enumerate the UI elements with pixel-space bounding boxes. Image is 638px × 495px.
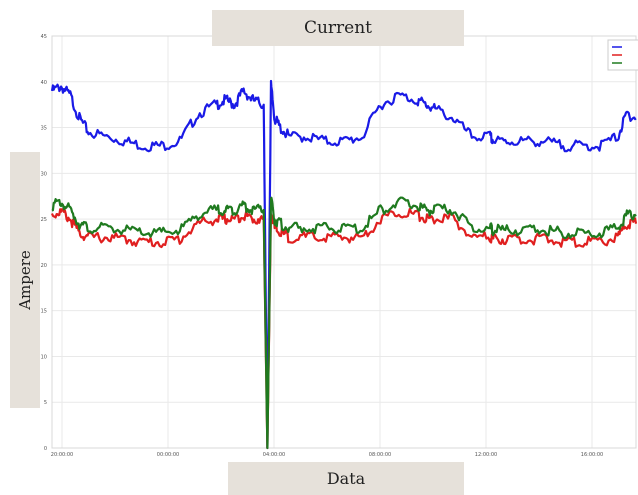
y-tick-label: 5: [44, 400, 47, 406]
series-line-3: [51, 196, 637, 450]
series-line-2: [50, 208, 638, 450]
y-tick-label: 25: [41, 217, 47, 223]
x-axis-label-box: Data: [228, 462, 464, 495]
x-tick-label: 08:00:00: [369, 452, 391, 458]
y-axis-label: Ampere: [16, 250, 34, 310]
series-lines: [50, 79, 638, 450]
x-tick-label: 00:00:00: [157, 452, 179, 458]
x-axis-label: Data: [326, 469, 366, 488]
y-tick-label: 0: [44, 446, 47, 452]
x-tick-label: 16:00:00: [581, 452, 603, 458]
y-tick-label: 20: [41, 263, 47, 269]
x-tick-label: 04:00:00: [263, 452, 285, 458]
series-line-1: [50, 79, 637, 450]
y-tick-label: 15: [41, 309, 47, 315]
chart-title: Current: [303, 18, 373, 38]
chart-title-box: Current: [212, 10, 464, 46]
x-tick-label: 20:00:00: [51, 452, 73, 458]
x-tick-label: 12:00:00: [475, 452, 497, 458]
y-tick-label: 35: [41, 126, 47, 132]
y-tick-label: 30: [41, 171, 47, 177]
y-tick-label: 40: [41, 80, 47, 86]
y-tick-label: 10: [41, 354, 47, 360]
legend: [607, 39, 638, 71]
y-axis-label-box: Ampere: [10, 152, 40, 408]
grid: [52, 35, 636, 449]
y-tick-label: 45: [41, 34, 47, 40]
axes: 0 5 10 15 20 25 30 35 40 45 20:00:00 00:00:00 04:00:…: [41, 34, 637, 458]
